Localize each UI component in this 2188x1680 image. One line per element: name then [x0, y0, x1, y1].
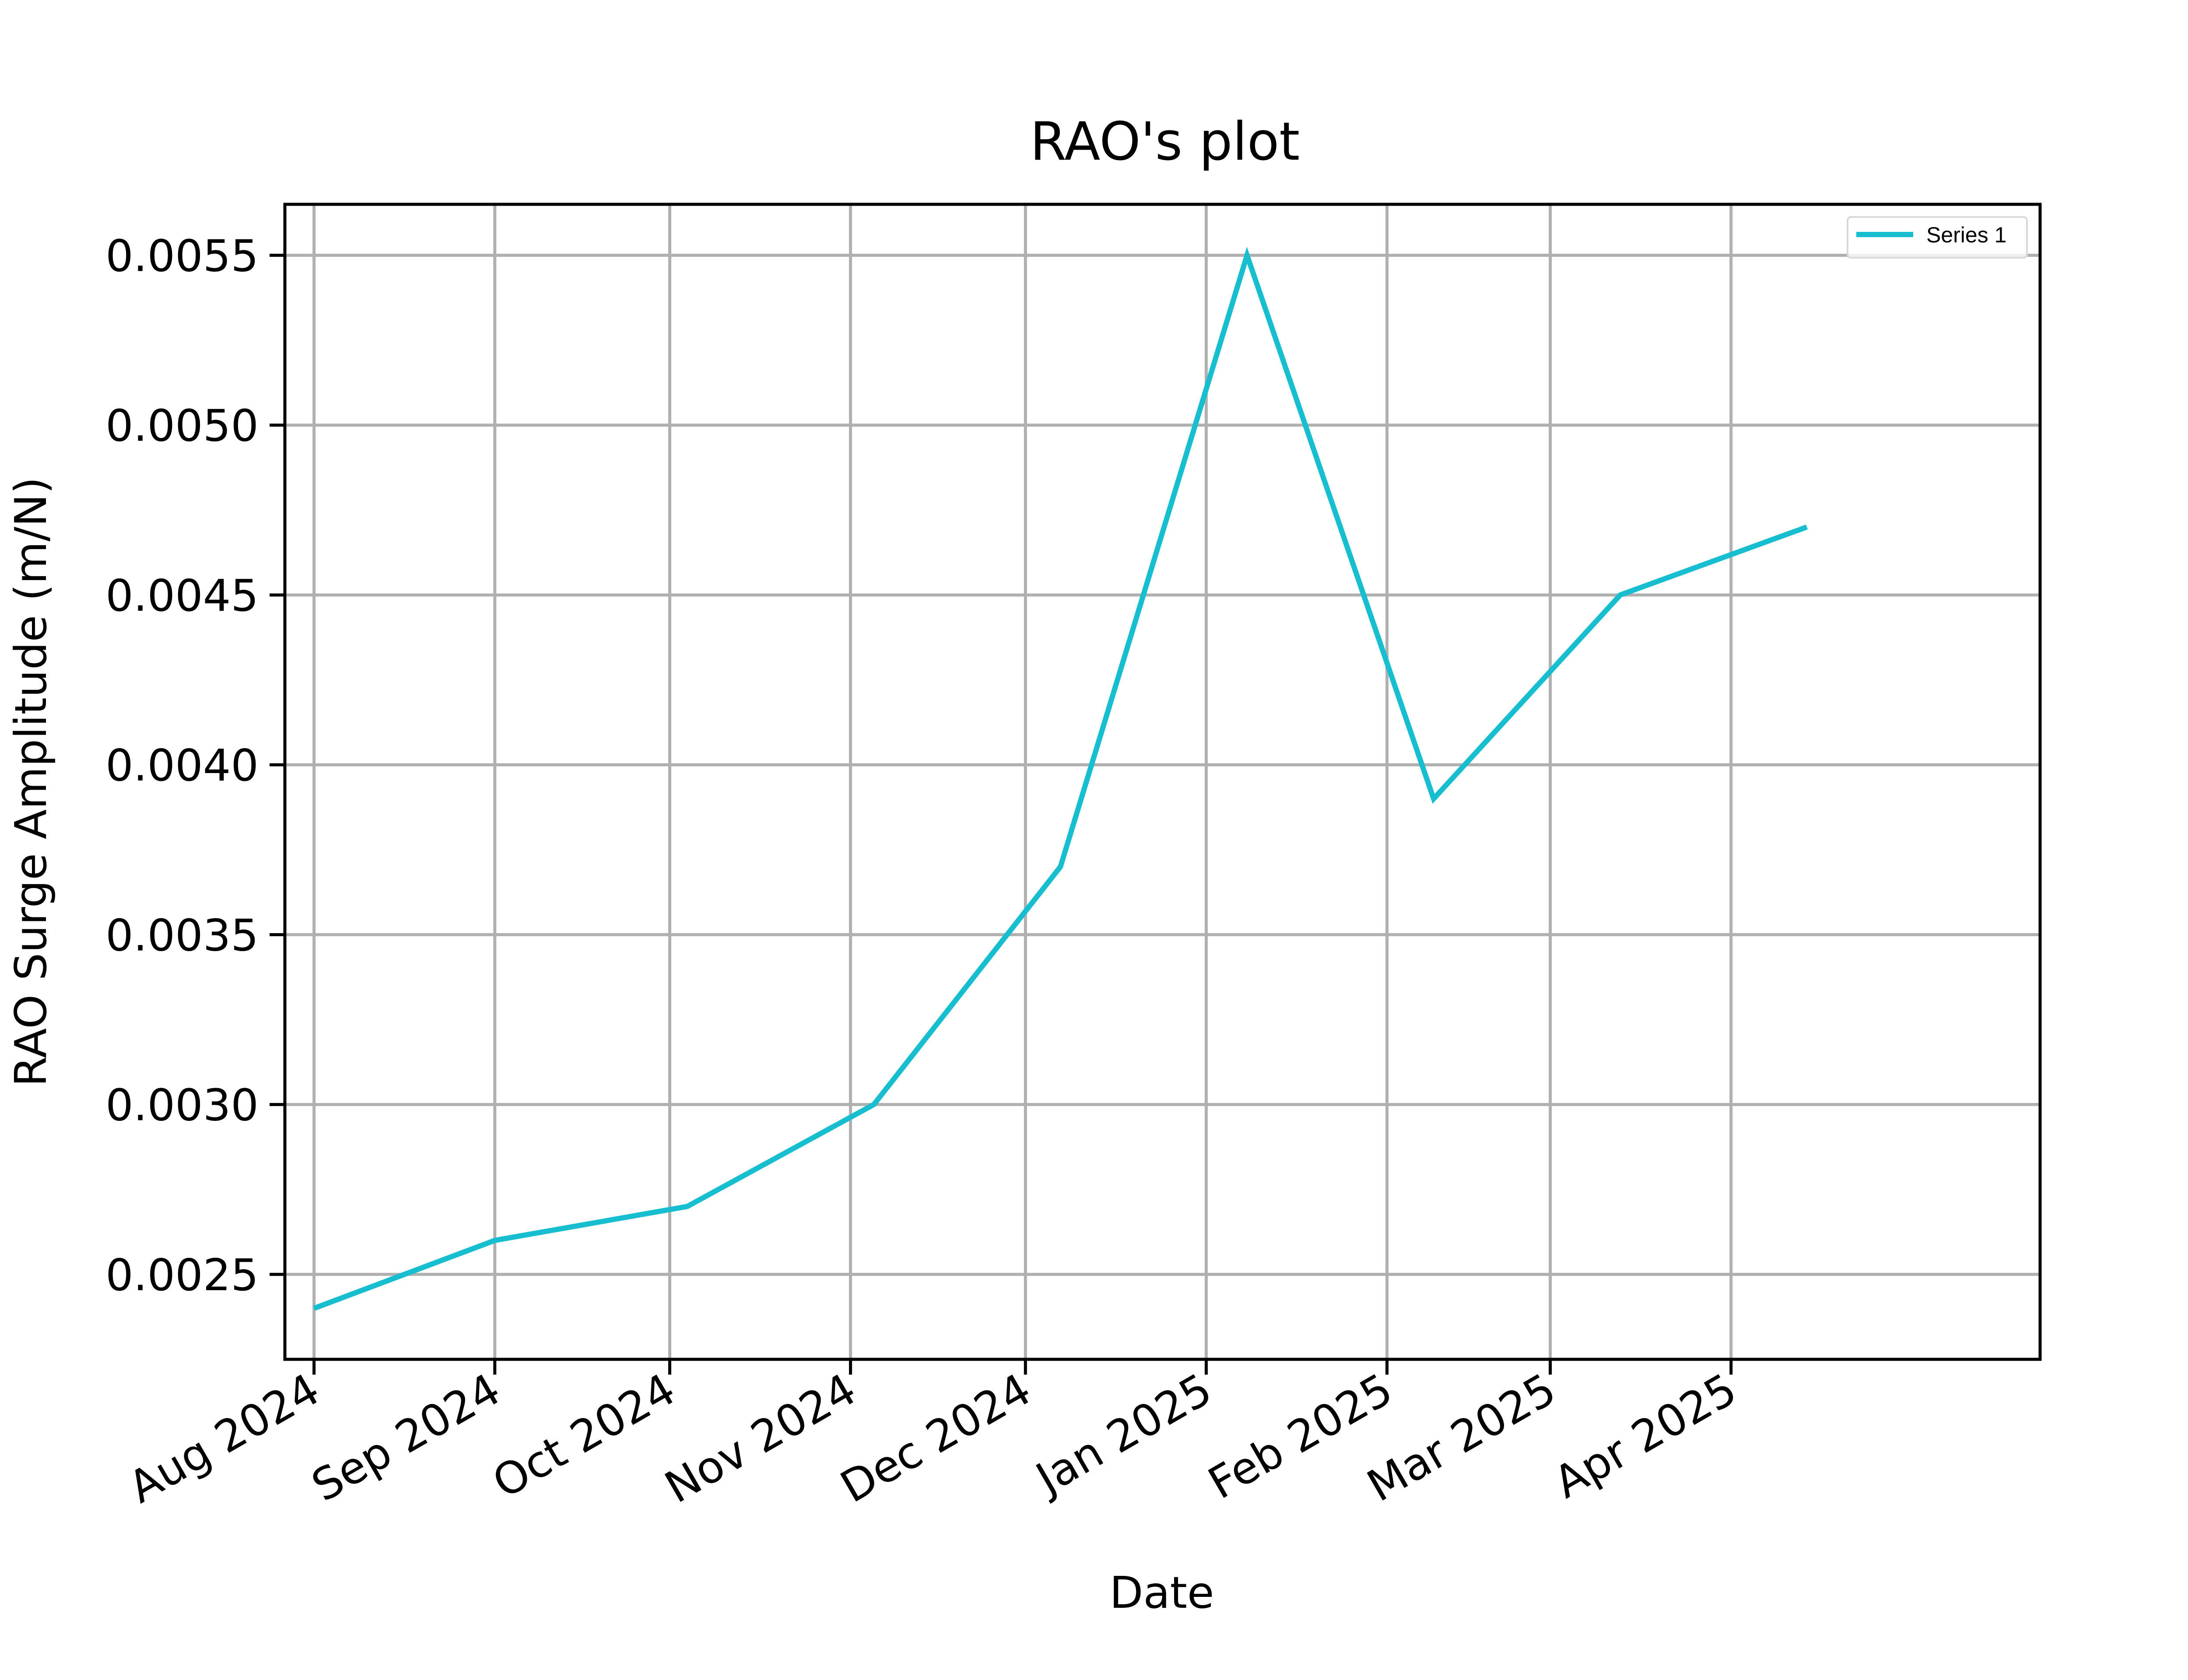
y-tick-label: 0.0055 [105, 230, 259, 281]
chart-title: RAO's plot [1030, 112, 1300, 172]
y-axis: 0.0025 0.0030 0.0035 0.0040 0.0045 0.0050 0.00… [105, 230, 285, 1301]
legend: Series 1 [1847, 216, 2028, 259]
y-tick-label: 0.0040 [105, 740, 259, 791]
y-tick-label: 0.0035 [105, 910, 259, 961]
y-tick-label: 0.0030 [105, 1080, 259, 1131]
data-point-1-2 [494, 1240, 495, 1241]
series-line-1 [313, 247, 1808, 1311]
data-point-1-4 [873, 1104, 874, 1105]
y-tick-label: 0.0045 [105, 570, 259, 621]
plot-frame [283, 203, 2042, 1361]
legend-box [1847, 216, 2028, 259]
series-layer [313, 247, 1808, 1311]
y-tick-label: 0.0050 [105, 400, 259, 452]
x-axis-label: Date [1109, 1567, 1214, 1618]
grid-lines [285, 204, 2040, 1359]
y-axis-label: RAO Surge Amplitude (m/N) [5, 477, 56, 1087]
y-tick-label: 0.0025 [105, 1250, 259, 1301]
legend-label-series-1: Series 1 [1926, 223, 2006, 247]
